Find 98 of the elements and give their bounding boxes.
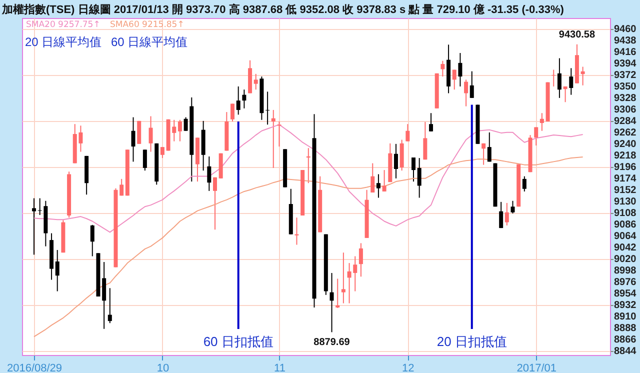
candlestick xyxy=(440,60,445,78)
candlestick xyxy=(32,198,36,256)
chart-title: 加權指數(TSE) 日線圖 2017/01/13 開 9373.70 高 9387.68 低 9352.08 收 9378.83 s 點 量 729.10 億 -31.35 (-0.33%) xyxy=(1,3,564,16)
candlestick xyxy=(55,249,60,292)
candlestick xyxy=(336,278,340,308)
candlestick xyxy=(160,146,164,159)
y-tick-label: 9350 xyxy=(614,81,637,92)
candlestick xyxy=(510,200,515,214)
candlestick xyxy=(423,121,428,160)
candlestick xyxy=(406,124,410,142)
y-tick-label: 8866 xyxy=(614,334,637,346)
candlestick xyxy=(482,142,486,166)
y-tick-label: 9086 xyxy=(614,219,637,230)
y-tick-label: 9328 xyxy=(614,92,637,104)
annotation: 60 日線平均值 xyxy=(111,35,188,49)
y-tick-label: 9174 xyxy=(614,173,637,184)
candlestick xyxy=(534,126,538,146)
candlestick xyxy=(464,79,468,107)
candlestick xyxy=(148,116,153,152)
candlestick xyxy=(108,288,112,324)
y-tick-label: 9284 xyxy=(614,116,637,127)
candlestick xyxy=(499,201,504,229)
candlestick xyxy=(370,162,375,194)
candlestick xyxy=(569,68,574,96)
y-tick-label: 9416 xyxy=(614,46,637,58)
y-tick-label: 8954 xyxy=(614,288,637,300)
candlestick xyxy=(236,86,240,116)
candlestick xyxy=(242,89,246,109)
y-tick-label: 9196 xyxy=(614,162,637,173)
y-tick-label: 9372 xyxy=(614,70,637,81)
y-tick-label: 9064 xyxy=(614,230,637,242)
y-tick-label: 8844 xyxy=(614,346,637,357)
annotation: 20 日線平均值 xyxy=(25,35,102,49)
candlestick xyxy=(131,116,136,162)
candlestick xyxy=(522,176,526,192)
candlestick xyxy=(376,174,380,198)
x-tick-label: 2016/08/29 xyxy=(6,362,62,373)
candlestick xyxy=(417,158,422,198)
candlestick xyxy=(266,91,270,126)
candlestick xyxy=(487,132,492,162)
candlestick xyxy=(90,224,94,257)
candlestick xyxy=(330,272,334,333)
y-tick-label: 9306 xyxy=(614,104,637,116)
y-tick-label: 9020 xyxy=(614,254,637,265)
y-tick-label: 9262 xyxy=(614,127,637,138)
candlestick xyxy=(563,86,568,103)
candlestick xyxy=(452,69,456,90)
candlestick xyxy=(552,69,556,87)
candlestick xyxy=(382,170,386,192)
candlestick xyxy=(254,73,258,90)
candlestick xyxy=(412,157,416,182)
x-tick-label: 2017/01 xyxy=(516,362,556,373)
candlestick xyxy=(277,120,282,148)
candlestick xyxy=(120,178,124,196)
candlestick xyxy=(540,112,544,132)
x-tick-label: 11 xyxy=(274,362,286,373)
candlestick xyxy=(306,148,310,184)
candlestick xyxy=(458,52,462,87)
y-tick-label: 9240 xyxy=(614,138,637,150)
candlestick xyxy=(142,149,147,172)
line-series xyxy=(34,124,584,233)
text: SMA60 9215.85↑ xyxy=(110,20,184,30)
y-tick-label: 8932 xyxy=(614,300,637,311)
y-tick-label: 8910 xyxy=(614,311,637,322)
annotation: 20 日扣抵值 xyxy=(436,334,507,349)
annotation: 60 日扣抵值 xyxy=(203,334,274,349)
candlestick xyxy=(230,103,235,122)
candlestick xyxy=(504,202,509,226)
y-tick-label: 8998 xyxy=(614,265,637,276)
x-tick-label: 12 xyxy=(402,362,414,373)
y-tick-label: 9152 xyxy=(614,184,637,196)
candlestick xyxy=(137,120,142,144)
y-tick-label: 9460 xyxy=(614,24,637,35)
candlestick xyxy=(394,143,398,179)
candlestick xyxy=(271,109,276,168)
y-tick-label: 9108 xyxy=(614,208,637,219)
annotation: 8879.69 xyxy=(314,337,350,348)
text: SMA20 9257.75↑ xyxy=(26,20,100,30)
candlestick xyxy=(294,217,299,246)
y-tick-label: 8888 xyxy=(614,322,637,334)
candlestick xyxy=(178,119,182,142)
candlestick xyxy=(341,252,346,304)
candlestick xyxy=(102,262,106,330)
y-tick-label: 9130 xyxy=(614,196,637,208)
candlestick xyxy=(580,66,585,86)
x-tick-label: 10 xyxy=(156,362,170,373)
candlestick xyxy=(358,242,363,278)
candlestick xyxy=(557,58,562,98)
candlestick xyxy=(212,176,217,230)
candlestick xyxy=(470,70,474,98)
y-tick-label: 9438 xyxy=(614,35,637,46)
y-tick-label: 8976 xyxy=(614,276,637,288)
candlestick xyxy=(207,156,212,192)
y-tick-label: 9218 xyxy=(614,150,637,162)
y-tick-label: 9394 xyxy=(614,58,637,70)
candlestick xyxy=(429,112,434,132)
annotation: 9430.58 xyxy=(558,29,596,40)
y-tick-label: 9042 xyxy=(614,242,637,254)
